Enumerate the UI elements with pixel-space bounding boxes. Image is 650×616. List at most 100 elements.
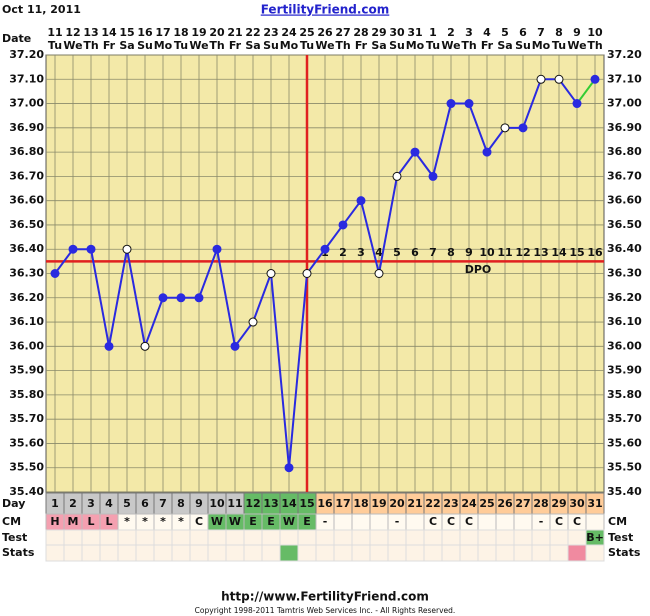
row-label: Test [608,531,633,544]
dpo-label: 4 [375,246,383,259]
date-label: 2 [447,26,455,39]
cm-label: * [178,515,184,528]
day-label: 11 [227,497,242,510]
weekday-label: Mo [406,39,425,52]
y-tick-label: 35.80 [607,388,642,401]
date-label: 25 [299,26,314,39]
y-tick-label: 36.50 [607,218,642,231]
y-tick-label: 35.80 [9,388,44,401]
stats-cell [297,544,317,562]
y-tick-label: 36.30 [607,267,642,280]
y-tick-label: 36.10 [607,315,642,328]
cm-cell [369,513,389,531]
date-label: 31 [407,26,422,39]
row-label: Day [2,497,25,510]
day-label: 22 [425,497,440,510]
temp-point [374,269,384,278]
temp-point [518,123,528,133]
temp-point [140,341,150,351]
day-label: 16 [317,497,333,510]
cm-label: E [267,515,275,528]
copyright: Copyright 1998-2011 Tamtris Web Services… [195,606,456,615]
stats-cell [45,544,65,562]
temp-point [212,244,222,254]
stats-cell [531,544,551,562]
date-label: 1 [429,26,437,39]
y-tick-label: 36.80 [9,145,44,158]
site-title[interactable]: FertilityFriend.com [261,3,390,17]
stats-cell [99,544,119,562]
cm-label: - [539,515,544,528]
dpo-label: 2 [339,246,347,259]
date-label: 27 [335,26,350,39]
stats-cell [513,544,533,562]
y-tick-label: 36.20 [9,291,44,304]
weekday-label: Fr [481,39,494,52]
stats-cell [171,544,191,562]
dpo-label: 7 [429,246,437,259]
y-tick-label: 35.70 [9,412,44,425]
day-label: 3 [87,497,95,510]
y-tick-label: 37.00 [9,97,44,110]
day-label: 9 [195,497,203,510]
temp-point [356,196,366,206]
test-cell [459,529,479,546]
stats-cell [333,544,353,562]
dpo-label: 3 [357,246,365,259]
weekday-label: We [63,39,82,52]
date-label: 13 [83,26,98,39]
y-tick-label: 36.70 [9,169,44,182]
temp-point [194,293,204,303]
weekday-label: Th [209,39,224,52]
row-label: Test [2,531,27,544]
stats-cell [63,544,83,562]
date-label: 15 [119,26,134,39]
dpo-title: DPO [465,263,492,276]
y-tick-label: 36.00 [9,339,44,352]
header-date: Oct 11, 2011 [2,3,81,16]
y-tick-label: 36.40 [9,242,44,255]
stats-cell [477,544,497,562]
weekday-label: Su [389,39,405,52]
temp-point [320,244,330,254]
cm-cell [495,513,515,531]
dpo-label: 16 [587,246,603,259]
dpo-label: 15 [569,246,584,259]
test-label: B+ [586,531,604,544]
day-label: 28 [533,497,548,510]
test-cell [369,529,389,546]
footer-url[interactable]: http://www.FertilityFriend.com [221,590,429,604]
stats-cell [243,544,263,562]
date-label: 14 [101,26,117,39]
weekday-label: Mo [154,39,173,52]
weekday-label: Fr [355,39,368,52]
y-tick-label: 36.90 [9,121,44,134]
temp-point [86,244,96,254]
stats-cell [549,544,569,562]
test-cell [351,529,371,546]
date-label: 16 [137,26,153,39]
y-tick-label: 36.70 [607,169,642,182]
temp-point [302,269,312,278]
day-label: 25 [479,497,494,510]
temp-point [50,269,60,278]
cm-cell [585,513,605,531]
date-label: 17 [155,26,170,39]
cm-label: * [160,515,166,528]
temp-point [554,74,564,84]
date-label: 11 [47,26,62,39]
temp-point [572,99,582,109]
day-label: 6 [141,497,149,510]
weekday-label: We [567,39,586,52]
date-label: 9 [573,26,581,39]
cm-cell [513,513,533,531]
temp-point [230,341,240,351]
cm-label: * [124,515,130,528]
date-label: 20 [209,26,225,39]
temp-point [338,220,348,230]
day-label: 30 [569,497,585,510]
y-tick-label: 36.20 [607,291,642,304]
row-label: CM [2,515,21,528]
cm-cell [477,513,497,531]
day-label: 20 [389,497,405,510]
